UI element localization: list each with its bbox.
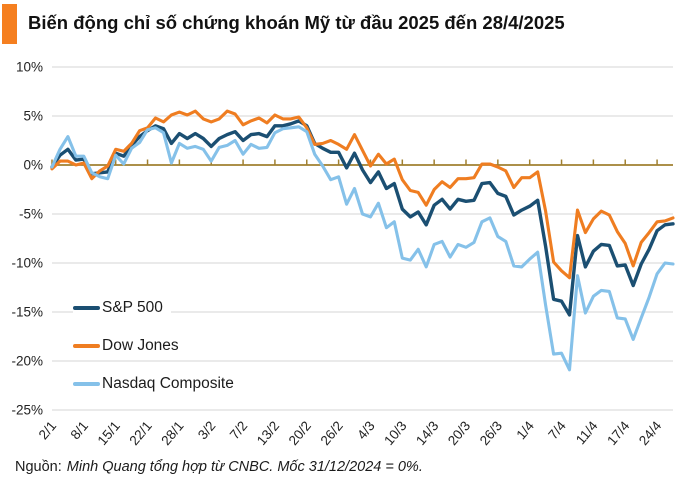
x-tick-label: 8/1 (68, 418, 92, 442)
x-tick-label: 2/1 (36, 418, 60, 442)
x-tick-label: 15/1 (95, 418, 123, 448)
legend-item-dowjones: Dow Jones (73, 333, 187, 359)
x-tick-label: 10/3 (381, 418, 409, 448)
legend: S&P 500 Dow Jones Nasdaq Composite (73, 295, 242, 409)
title-accent-square (2, 4, 17, 44)
sp500-line-swatch (73, 306, 100, 310)
legend-label-sp500: S&P 500 (102, 299, 163, 316)
x-tick-label: 4/3 (354, 418, 378, 442)
y-tick-label: -5% (19, 207, 43, 222)
x-tick-label: 7/2 (227, 418, 251, 442)
series-line-s-p-500 (50, 119, 675, 317)
source-text: Minh Quang tổng hợp từ CNBC. Mốc 31/12/2… (66, 459, 423, 475)
series-line-nasdaq-composite (50, 125, 675, 372)
x-tick-label: 26/2 (318, 418, 346, 448)
x-tick-label: 17/4 (604, 418, 633, 448)
nasdaq-line-swatch (73, 382, 100, 386)
x-tick-label: 7/4 (545, 418, 569, 442)
series-line-dow-jones (50, 109, 675, 280)
x-tick-label: 20/2 (286, 418, 314, 448)
x-tick-label: 20/3 (445, 418, 473, 448)
x-tick-label: 22/1 (126, 418, 154, 448)
chart-title: Biến động chỉ số chứng khoán Mỹ từ đầu 2… (28, 12, 565, 33)
legend-item-nasdaq: Nasdaq Composite (73, 371, 242, 397)
x-tick-label: 14/3 (413, 418, 441, 448)
y-tick-label: -15% (11, 305, 43, 320)
y-tick-label: -20% (11, 354, 43, 369)
x-tick-label: 24/4 (636, 418, 665, 448)
y-tick-label: 5% (23, 109, 43, 124)
y-tick-label: 0% (23, 158, 43, 173)
x-tick-label: 11/4 (573, 418, 601, 447)
x-tick-label: 3/2 (195, 418, 219, 442)
dowjones-line-swatch (73, 344, 100, 348)
x-tick-label: 28/1 (158, 418, 186, 448)
legend-label-dowjones: Dow Jones (102, 337, 179, 354)
source-prefix: Nguồn: (15, 459, 62, 475)
legend-label-nasdaq: Nasdaq Composite (102, 375, 234, 392)
y-tick-label: -10% (11, 256, 43, 271)
source-note: Nguồn: Minh Quang tổng hợp từ CNBC. Mốc 3… (15, 459, 423, 475)
y-tick-label: 10% (16, 60, 43, 75)
x-tick-label: 13/2 (254, 418, 282, 448)
legend-item-sp500: S&P 500 (73, 295, 171, 321)
x-tick-label: 26/3 (477, 418, 505, 448)
x-tick-label: 1/4 (513, 418, 537, 442)
y-tick-label: -25% (11, 403, 43, 418)
